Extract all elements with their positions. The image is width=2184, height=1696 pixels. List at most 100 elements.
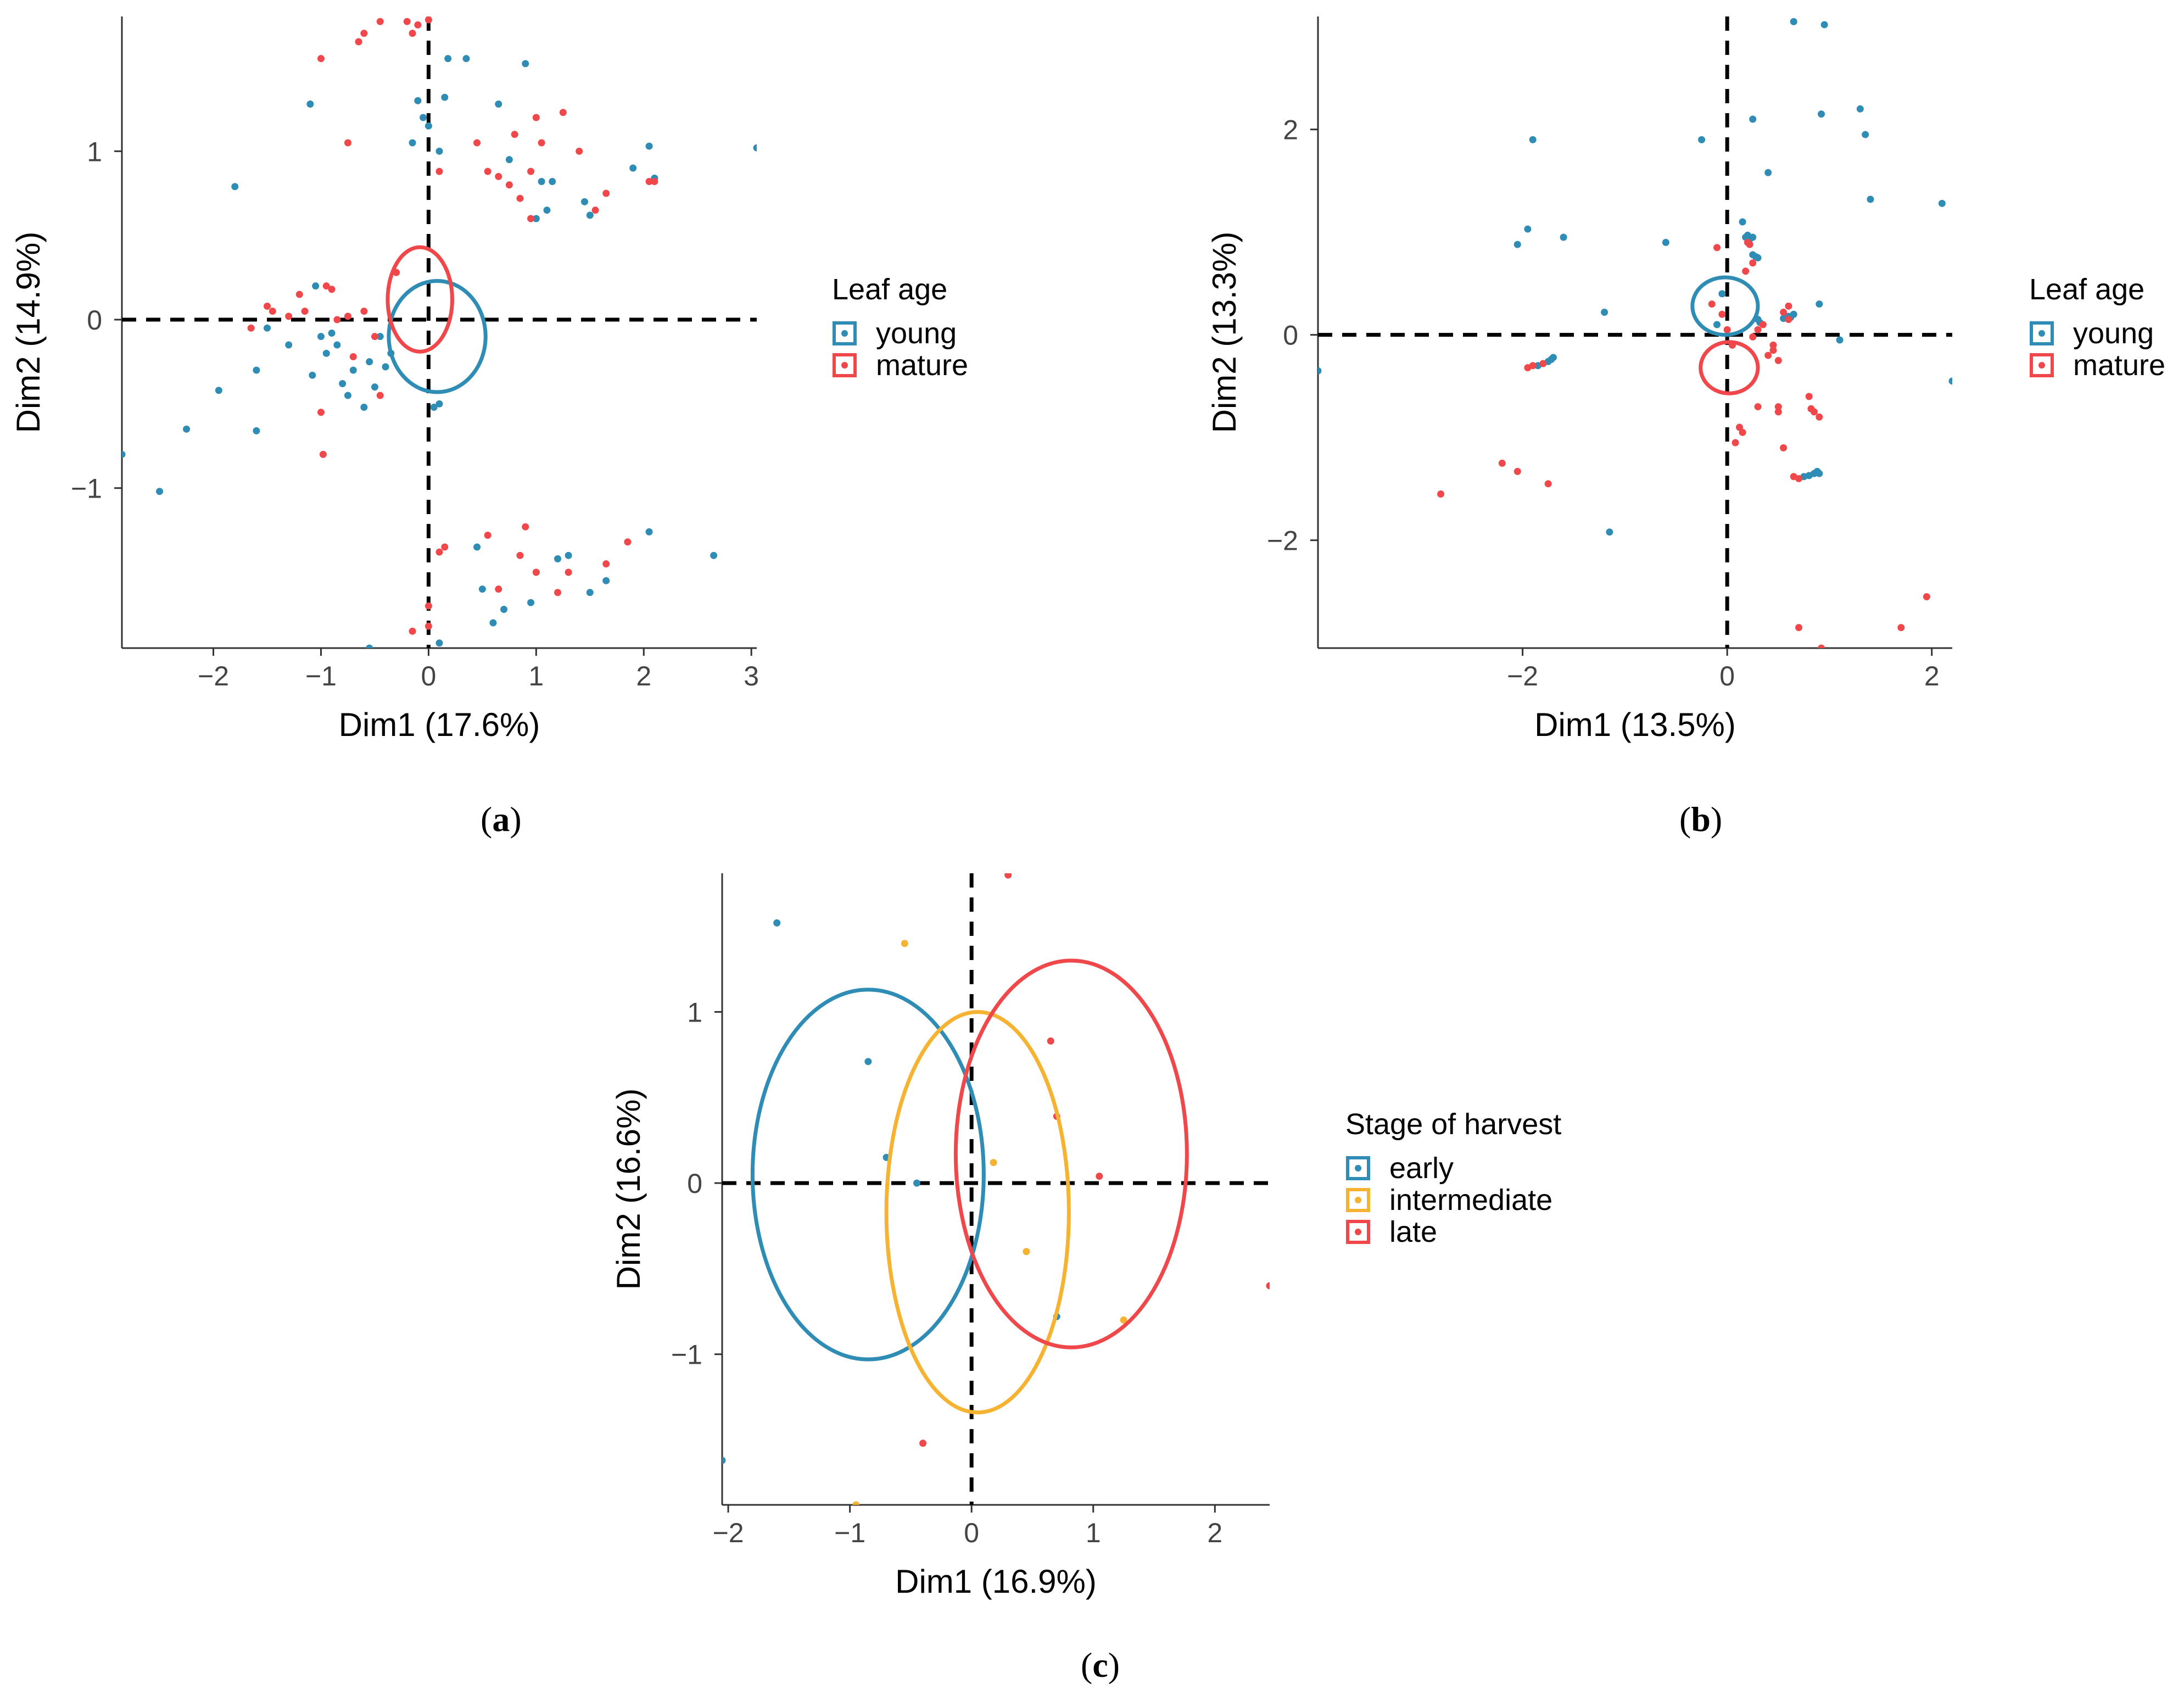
legend-key-early [1346, 1156, 1370, 1180]
data-point-young [1818, 110, 1825, 118]
x-tick-label: 1 [528, 661, 544, 691]
data-point-young [430, 403, 438, 411]
y-tick-label: 1 [687, 997, 702, 1028]
data-point-intermediate [1120, 1316, 1127, 1324]
data-point-mature [484, 168, 491, 175]
legend-key-dot-young [2038, 330, 2045, 337]
data-point-mature [1774, 356, 1782, 364]
data-point-mature [1739, 428, 1746, 436]
ellipse-mature [386, 245, 455, 354]
data-point-young [500, 605, 508, 613]
x-tick-label: −1 [305, 661, 337, 691]
data-point-young [1749, 233, 1757, 241]
data-point-mature [1811, 408, 1818, 416]
legend-item-early: early [1346, 1152, 1454, 1185]
data-point-young [366, 358, 373, 366]
data-point-mature [376, 392, 384, 399]
x-tick-label: 0 [964, 1518, 979, 1548]
x-tick-label: 2 [1924, 661, 1940, 691]
y-tick-label: 0 [1283, 320, 1298, 351]
data-point-young [376, 333, 384, 341]
y-axis-title: Dim2 (13.3%) [1206, 232, 1243, 433]
data-point-mature [1498, 459, 1506, 467]
data-point-mature [602, 189, 610, 197]
ellipse-young [387, 278, 488, 394]
data-point-mature [1818, 644, 1825, 648]
y-axis-title: Dim2 (14.9%) [10, 232, 47, 433]
data-point-mature [328, 286, 336, 293]
ellipse-young [1690, 275, 1760, 337]
data-point-late [1047, 1037, 1054, 1045]
data-point-mature [403, 18, 411, 25]
legend-key-dot-early [1355, 1165, 1361, 1171]
data-point-mature [505, 181, 513, 189]
data-point-mature [355, 38, 362, 46]
data-point-mature [301, 308, 309, 315]
x-tick-label: 0 [421, 661, 437, 691]
caption-letter: a [492, 800, 510, 839]
legend-label-young: young [876, 317, 957, 350]
data-point-mature [565, 568, 572, 576]
x-tick-label: 2 [1207, 1518, 1222, 1548]
data-point-young [435, 400, 443, 408]
data-point-mature [1759, 321, 1767, 328]
legend-item-mature: mature [2030, 349, 2165, 382]
legend-key-dot-intermediate [1355, 1197, 1361, 1203]
data-point-young [489, 619, 497, 627]
data-point-young [414, 97, 422, 104]
data-point-mature [1539, 360, 1547, 367]
data-point-young [1560, 233, 1567, 241]
data-point-young [382, 363, 389, 371]
legend-label-young: young [2073, 317, 2154, 350]
caption-letter: b [1691, 800, 1711, 839]
data-point-mature [409, 627, 416, 635]
legend-key-dot-mature [841, 362, 848, 369]
data-point-young [1948, 377, 1952, 385]
legend-label-mature: mature [876, 349, 968, 382]
data-point-young [435, 639, 443, 647]
data-point-young [312, 282, 320, 290]
data-point-mature [473, 139, 481, 147]
data-point-mature [645, 178, 653, 186]
data-point-mature [317, 409, 325, 416]
data-point-mature [516, 551, 524, 559]
data-point-intermediate [1023, 1248, 1030, 1256]
data-point-young [441, 93, 449, 101]
data-point-young [462, 55, 470, 63]
data-point-young [156, 488, 164, 495]
data-point-mature [1816, 413, 1823, 421]
data-point-mature [435, 548, 443, 556]
data-point-young [565, 551, 572, 559]
data-point-young [371, 383, 378, 391]
data-point-young [1529, 136, 1537, 143]
data-point-young [420, 114, 427, 121]
data-point-mature [376, 18, 384, 25]
data-point-young [586, 211, 594, 219]
x-tick-label: −2 [198, 661, 229, 691]
data-point-young [183, 425, 191, 433]
legend-label-late: late [1389, 1215, 1437, 1248]
data-point-young [409, 139, 416, 147]
data-point-mature [1749, 259, 1757, 267]
caption-open-paren: ( [1081, 1645, 1093, 1684]
data-point-mature [322, 282, 330, 290]
data-point-mature [371, 333, 378, 341]
data-point-young [495, 100, 502, 108]
data-point-mature [414, 21, 422, 29]
caption-close-paren: ) [1710, 800, 1723, 839]
data-point-young [317, 333, 325, 341]
data-point-young [543, 207, 551, 214]
data-point-mature [1795, 475, 1803, 482]
data-point-young [1662, 238, 1669, 246]
data-point-young [1836, 336, 1844, 344]
y-tick-label: 1 [87, 136, 102, 167]
legend-label-intermediate: intermediate [1389, 1184, 1552, 1217]
data-point-young [1698, 136, 1706, 143]
legend-key-mature [2030, 353, 2054, 377]
data-point-mature [424, 622, 432, 630]
data-point-mature [1708, 300, 1716, 308]
data-point-young [360, 403, 368, 411]
data-point-mature [344, 139, 351, 147]
data-point-young [306, 100, 314, 108]
